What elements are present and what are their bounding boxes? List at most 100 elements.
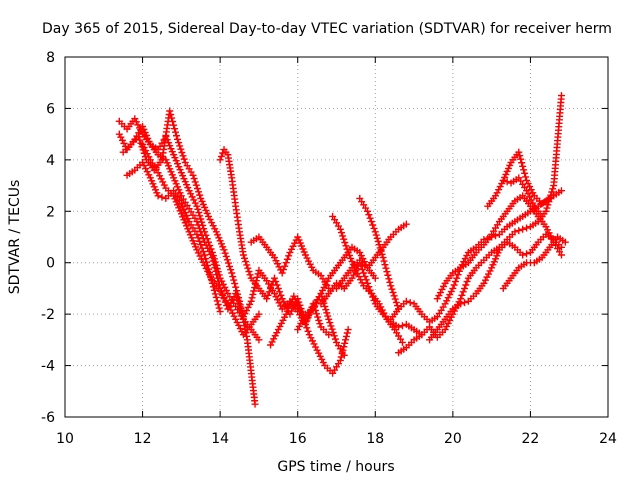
data-point [216, 156, 224, 164]
data-point [317, 290, 325, 298]
data-point [523, 187, 531, 195]
data-point [228, 269, 236, 277]
data-point [546, 194, 554, 202]
data-marker [242, 258, 250, 266]
data-marker [171, 125, 179, 133]
data-marker [187, 190, 195, 198]
data-point [433, 295, 441, 303]
data-marker [238, 308, 246, 316]
data-marker [337, 229, 345, 237]
data-point [441, 326, 449, 334]
data-point [189, 171, 197, 179]
data-marker [274, 284, 282, 292]
data-marker [233, 287, 241, 295]
data-point [352, 266, 360, 274]
data-point [201, 228, 209, 236]
data-marker [145, 171, 153, 179]
data-marker [322, 306, 330, 314]
data-marker [312, 299, 320, 307]
data-marker [195, 209, 203, 217]
data-marker [543, 226, 551, 234]
data-marker [339, 346, 347, 354]
data-point [511, 228, 519, 236]
data-marker [378, 250, 386, 258]
data-marker [226, 262, 234, 270]
data-marker [516, 152, 524, 160]
data-marker [370, 224, 378, 232]
data-marker [361, 272, 369, 280]
data-marker [236, 325, 244, 333]
data-point [278, 269, 286, 277]
data-marker [360, 258, 368, 266]
data-marker [175, 139, 183, 147]
data-marker [192, 181, 200, 189]
data-marker [196, 252, 204, 260]
data-marker [244, 264, 252, 272]
data-point [457, 300, 465, 308]
data-marker [350, 271, 358, 279]
data-marker [211, 258, 219, 266]
x-tick-label: 22 [522, 431, 540, 447]
data-marker [304, 327, 312, 335]
data-marker [279, 266, 287, 274]
data-marker [237, 304, 245, 312]
series-arc-2 [115, 122, 263, 344]
data-point [542, 223, 550, 231]
data-marker [157, 175, 165, 183]
data-marker [458, 291, 466, 299]
data-marker [239, 315, 247, 323]
data-point [247, 297, 255, 305]
data-marker [529, 189, 537, 197]
data-marker [140, 162, 148, 170]
data-marker [196, 191, 204, 199]
data-marker [213, 297, 221, 305]
data-marker [246, 300, 254, 308]
data-marker [211, 225, 219, 233]
data-marker [312, 343, 320, 351]
data-marker [243, 307, 251, 315]
data-marker [372, 231, 380, 239]
data-marker [526, 183, 534, 191]
x-tick-label: 16 [289, 431, 307, 447]
data-marker [322, 280, 330, 288]
data-marker [323, 309, 331, 317]
data-point [499, 176, 507, 184]
data-marker [343, 329, 351, 337]
data-marker [295, 322, 303, 330]
data-point [364, 207, 372, 215]
data-marker [158, 193, 166, 201]
data-marker [298, 316, 306, 324]
data-marker [265, 288, 273, 296]
data-marker [485, 270, 493, 278]
data-marker [143, 150, 151, 158]
data-marker [222, 286, 230, 294]
data-marker [527, 196, 535, 204]
x-axis-ticks: 10 12 14 16 18 20 22 24 [56, 57, 617, 447]
data-marker [391, 295, 399, 303]
data-point [166, 107, 174, 115]
data-marker [222, 252, 230, 260]
data-marker [227, 266, 235, 274]
data-marker [316, 320, 324, 328]
data-marker [221, 283, 229, 291]
data-point [216, 274, 224, 282]
data-marker [324, 312, 332, 320]
data-point [294, 326, 302, 334]
data-marker [358, 279, 366, 287]
data-marker [520, 166, 528, 174]
data-marker [385, 275, 393, 283]
data-marker [200, 225, 208, 233]
data-marker [342, 242, 350, 250]
data-point [313, 346, 321, 354]
data-marker [120, 139, 128, 147]
data-marker [270, 335, 278, 343]
data-marker [232, 283, 240, 291]
series-arc-15 [426, 230, 565, 344]
data-marker [358, 266, 366, 274]
data-marker [249, 290, 257, 298]
data-marker [215, 304, 223, 312]
series-arc-9 [294, 220, 410, 334]
data-marker [193, 185, 201, 193]
data-marker [446, 316, 454, 324]
data-marker [453, 274, 461, 282]
